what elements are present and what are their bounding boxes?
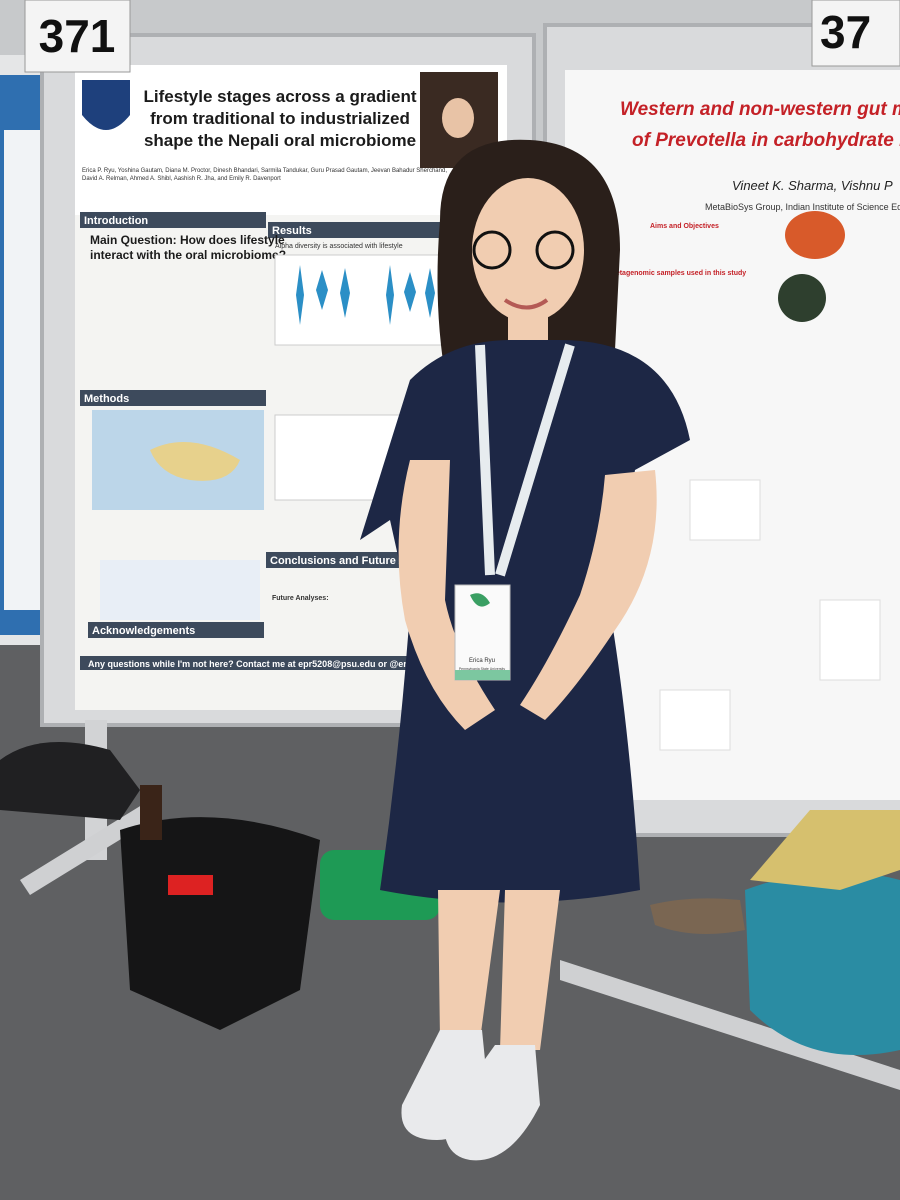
- headshot-face: [442, 98, 474, 138]
- bag: [0, 742, 140, 820]
- right-figure: [819, 599, 881, 681]
- violin-plot: [274, 254, 466, 346]
- poster-title: shape the Nepali oral microbiome: [144, 131, 416, 150]
- stand-foot: [560, 960, 900, 1090]
- badge-institution: Pennsylvania State University: [459, 667, 506, 671]
- board-number: 371: [39, 10, 116, 62]
- board-number-card: [24, 0, 131, 73]
- future-analyses: Future Analyses:: [272, 595, 329, 602]
- violins: [296, 265, 435, 325]
- red-tag: [168, 875, 213, 895]
- right-figure: [689, 479, 761, 541]
- section-bar: [88, 622, 264, 638]
- right-poster-title: Western and non-western gut mic: [620, 99, 900, 120]
- gut-icon: [785, 211, 845, 259]
- legs: [438, 890, 560, 1050]
- main-question: Main Question: How does lifestyle: [90, 233, 285, 247]
- petri-dish: [778, 274, 826, 322]
- arm: [520, 470, 657, 720]
- right-poster-title: of Prevotella in carbohydrate meta: [632, 130, 900, 151]
- poster-authors: Erica P. Ryu, Yoshina Gautam, Diana M. P…: [82, 168, 447, 174]
- glasses: [535, 230, 575, 270]
- methods-flow: [100, 560, 260, 620]
- face: [472, 178, 584, 322]
- stand-foot: [20, 800, 160, 895]
- section-bar: [80, 212, 266, 228]
- right-poster-authors: Vineet K. Sharma, Vishnu P: [732, 178, 893, 193]
- poster-authors: David A. Relman, Ahmed A. Shibl, Aashish…: [82, 176, 281, 182]
- smile: [503, 298, 549, 310]
- name-badge: [454, 584, 511, 681]
- backpack: [120, 817, 320, 1030]
- psu-logo: [82, 80, 130, 130]
- poster-title: Lifestyle stages across a gradient: [143, 87, 416, 106]
- nepal-map: [150, 442, 240, 481]
- bottle: [140, 785, 162, 840]
- badge-stripe: [455, 670, 510, 680]
- main-question: interact with the oral microbiome?: [90, 248, 286, 262]
- results-note: Alpha diversity is associated with lifes…: [275, 243, 403, 250]
- section-heading: Introduction: [84, 215, 148, 227]
- section-heading: Acknowledgements: [92, 625, 195, 637]
- badge-name: Erica Ryu: [469, 658, 495, 664]
- board-number: 37: [820, 6, 871, 58]
- right-figure: [659, 689, 731, 751]
- section-bar: [80, 390, 266, 406]
- lanyard: [475, 343, 575, 577]
- section-heading: Conclusions and Future Ana: [270, 555, 420, 567]
- section-heading: Methods: [84, 393, 129, 405]
- contact-bar: [80, 656, 504, 670]
- blue-backpack: [745, 872, 900, 1055]
- shoe: [650, 898, 745, 934]
- board-number-card: [811, 0, 900, 67]
- right-section: Metagenomic samples used in this study: [610, 270, 746, 277]
- sneaker: [444, 1045, 540, 1161]
- right-poster-affiliation: MetaBioSys Group, Indian Institute of Sc…: [705, 202, 900, 212]
- contact-line: Any questions while I'm not here? Contac…: [88, 659, 439, 669]
- section-heading: Results: [272, 225, 312, 237]
- arm: [398, 460, 495, 730]
- trousers: [750, 810, 900, 890]
- badge-logo: [470, 593, 490, 607]
- right-section: Aims and Objectives: [650, 223, 719, 230]
- poster-title: from traditional to industrialized: [150, 109, 410, 128]
- glasses: [472, 230, 512, 270]
